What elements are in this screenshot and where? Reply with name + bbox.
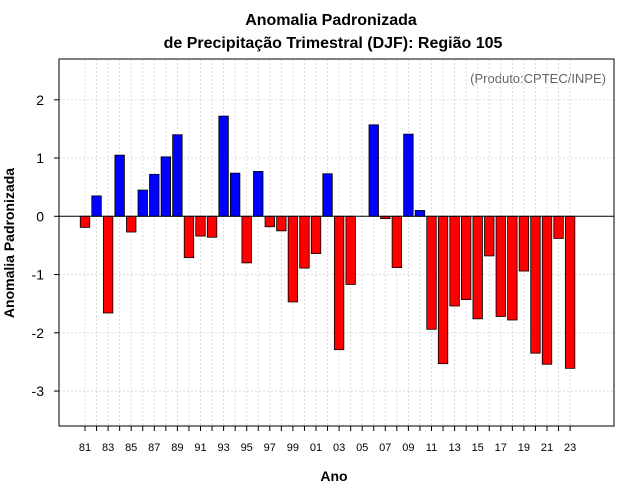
bar-2017 [495, 215, 506, 317]
bar-2009 [403, 133, 414, 217]
bars [79, 115, 576, 369]
bar-2015 [472, 215, 483, 320]
bar-1992 [206, 215, 218, 238]
x-tick-label: 83 [102, 442, 114, 454]
x-tick-label: 93 [217, 442, 229, 454]
bar-2018 [507, 215, 518, 321]
x-tick-label: 87 [148, 442, 160, 454]
product-annotation: (Produto:CPTEC/INPE) [470, 71, 606, 86]
x-tick-label: 95 [241, 442, 253, 454]
y-tick-label: -2 [32, 325, 45, 341]
bar-1994 [229, 172, 241, 217]
bar-1987 [149, 173, 160, 217]
plot-frame [58, 58, 615, 427]
bar-2008 [391, 215, 403, 268]
bar-1993 [218, 115, 229, 217]
x-tick-label: 05 [356, 442, 368, 454]
x-tick-label: 19 [518, 442, 530, 454]
x-tick-label: 01 [310, 442, 322, 454]
bar-1983 [102, 215, 114, 314]
bar-2004 [345, 215, 356, 285]
x-tick-label: 91 [194, 442, 206, 454]
bar-1997 [264, 215, 275, 228]
x-tick-label: 21 [541, 442, 553, 454]
bar-1981 [79, 215, 91, 228]
x-tick-label: 09 [402, 442, 414, 454]
bar-1988 [160, 156, 172, 217]
x-tick-label: 85 [125, 442, 137, 454]
bar-1990 [183, 215, 195, 259]
bar-1999 [287, 215, 299, 303]
bar-2010 [414, 210, 426, 217]
bar-2000 [299, 215, 310, 269]
x-axis: 81 83 85 87 89 91 93 95 97 99 01 03 05 07 09 11 13 15 17 19… [79, 426, 576, 454]
x-tick-label: 99 [287, 442, 299, 454]
x-tick-label: 97 [264, 442, 276, 454]
x-tick-label: 23 [564, 442, 576, 454]
chart-title: Anomalia Padronizada [245, 12, 417, 29]
chart-subtitle: de Precipitação Trimestral (DJF): Região… [164, 35, 503, 52]
y-axis: -3 -2 -1 0 1 2 [32, 92, 59, 399]
x-tick-label: 03 [333, 442, 345, 454]
bar-2020 [530, 215, 541, 354]
bar-2013 [449, 215, 460, 307]
y-tick-label: 0 [36, 208, 44, 224]
y-tick-label: -1 [32, 267, 45, 283]
bar-2003 [333, 215, 345, 351]
bar-1985 [126, 215, 137, 233]
x-tick-label: 11 [426, 442, 437, 454]
bar-1982 [91, 195, 102, 217]
bar-2021 [541, 215, 553, 365]
bar-1984 [114, 154, 125, 217]
y-tick-label: 2 [36, 92, 44, 108]
bar-2002 [322, 173, 333, 217]
bar-1986 [137, 189, 148, 217]
x-tick-label: 89 [171, 442, 183, 454]
bar-2001 [310, 215, 322, 254]
bar-1998 [276, 215, 287, 232]
x-tick-label: 17 [495, 442, 507, 454]
x-tick-label: 13 [448, 442, 460, 454]
y-tick-label: 1 [36, 150, 44, 166]
bar-2014 [460, 215, 472, 300]
bar-2023 [564, 215, 576, 369]
bar-1991 [195, 215, 206, 237]
x-tick-label: 15 [472, 442, 484, 454]
x-tick-label: 07 [379, 442, 391, 454]
bar-2011 [426, 215, 437, 330]
bar-1996 [253, 171, 264, 217]
bar-2022 [553, 215, 564, 239]
x-axis-label: Ano [320, 468, 347, 484]
bar-2006 [368, 124, 379, 217]
bar-2019 [518, 215, 530, 272]
bar-2012 [437, 215, 449, 365]
bar-1989 [172, 134, 183, 217]
bar-1995 [241, 215, 252, 264]
x-tick-label: 81 [79, 442, 91, 454]
bar-2016 [484, 215, 495, 257]
y-tick-label: -3 [32, 383, 45, 399]
y-axis-label: Anomalia Padronizada [1, 168, 17, 318]
